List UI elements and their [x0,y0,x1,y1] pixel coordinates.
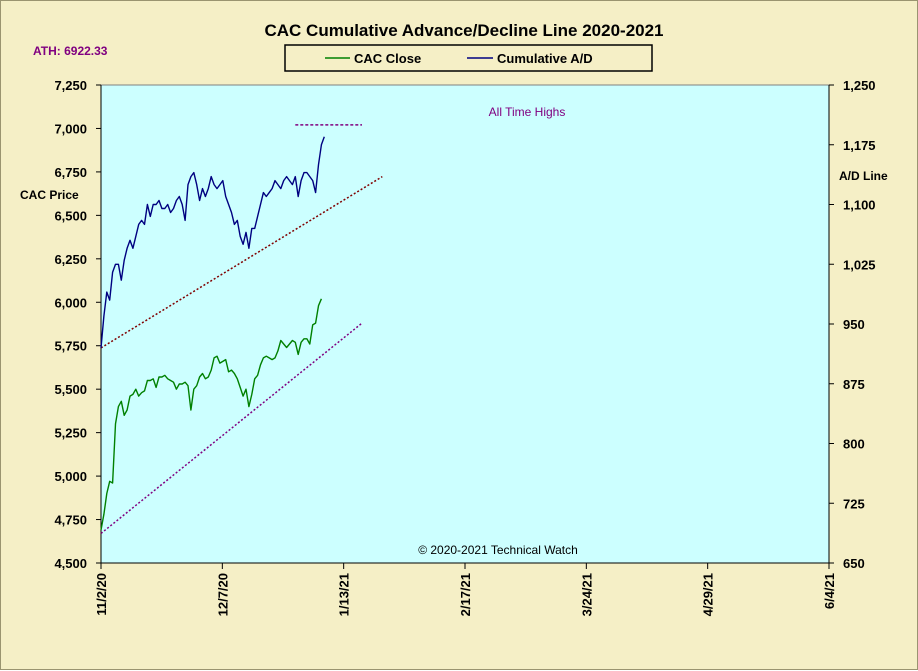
legend: CAC Close Cumulative A/D [284,44,653,72]
trendline [100,175,383,349]
y-right-tick-label: 1,250 [843,78,876,93]
legend-label-cumulative-ad: Cumulative A/D [497,51,593,66]
y-left-tick-label: 6,000 [54,295,87,310]
y-left-tick-label: 6,750 [54,165,87,180]
x-tick-label: 3/24/21 [579,573,594,616]
y-left-tick-label: 7,250 [54,78,87,93]
ath-marker-label: All Time Highs [489,105,566,119]
copyright-note: © 2020-2021 Technical Watch [418,543,578,557]
y-left-tick-label: 5,250 [54,426,87,441]
y-right-label: A/D Line [839,169,888,183]
y-right-tick-label: 1,100 [843,198,876,213]
legend-label-cac-close: CAC Close [354,51,421,66]
series-line-cac-close [100,298,323,531]
y-left-tick-label: 4,500 [54,556,87,571]
y-right-tick-label: 875 [843,377,865,392]
x-tick-label: 1/13/21 [337,573,352,616]
x-tick-label: 4/29/21 [701,573,716,616]
series-line-cumulative-ad [100,136,325,348]
y-right-tick-label: 1,175 [843,138,876,153]
x-axis: 11/2/20 12/7/20 1/13/21 2/17/21 3/24/21 4/29/… [94,562,837,616]
y-right-tick-label: 950 [843,317,865,332]
x-tick-label: 2/17/21 [458,573,473,616]
y-right-axis: 650 725 800 875 950 1,025 1,100 1,175 1,250 [828,78,876,571]
y-left-tick-label: 4,750 [54,513,87,528]
y-left-tick-label: 6,250 [54,252,87,267]
y-right-tick-label: 650 [843,556,865,571]
series-lines [100,136,325,531]
y-left-tick-label: 5,000 [54,469,87,484]
y-left-tick-label: 5,750 [54,339,87,354]
y-left-tick-label: 5,500 [54,382,87,397]
trendlines [100,124,383,535]
y-left-axis: 4,500 4,750 5,000 5,250 5,500 5,750 6,000 6,250… [54,78,102,571]
y-left-label: CAC Price [20,188,79,202]
y-right-tick-label: 725 [843,496,865,511]
ath-note: ATH: 6922.33 [33,44,108,58]
y-right-tick-label: 1,025 [843,257,876,272]
plot-area [100,84,830,564]
x-tick-label: 12/7/20 [215,573,230,616]
y-left-tick-label: 7,000 [54,121,87,136]
x-tick-label: 6/4/21 [822,573,837,609]
chart-title: CAC Cumulative Advance/Decline Line 2020… [264,21,663,40]
y-left-tick-label: 6,500 [54,208,87,223]
y-right-tick-label: 800 [843,437,865,452]
x-tick-label: 11/2/20 [94,573,109,616]
